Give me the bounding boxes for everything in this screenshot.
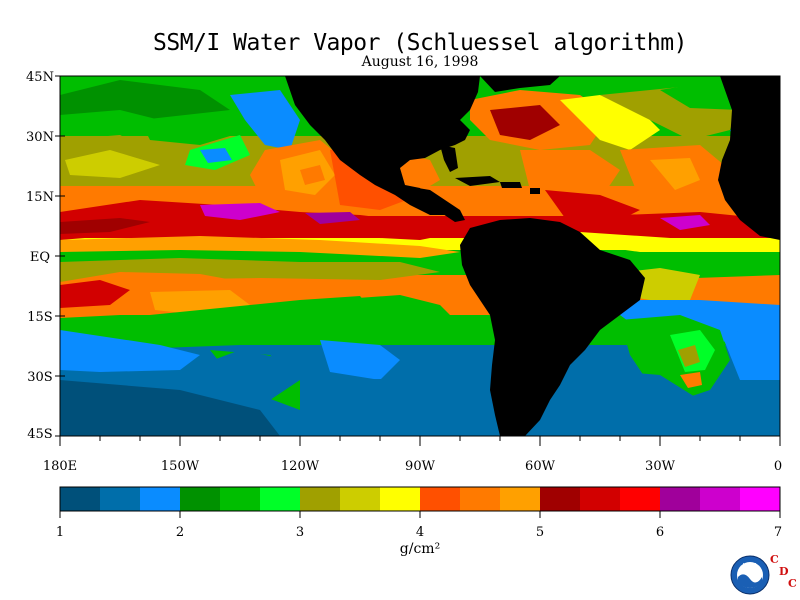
colorbar-swatch bbox=[460, 487, 501, 511]
lon-labels: 180E 150W 120W 90W 60W 30W 0 bbox=[43, 459, 782, 474]
colorbar-swatch bbox=[100, 487, 141, 511]
colorbar-swatch bbox=[580, 487, 621, 511]
lat-label: 15N bbox=[26, 190, 54, 205]
colorbar-label: 2 bbox=[176, 525, 184, 540]
colorbar-swatch bbox=[180, 487, 221, 511]
lon-label: 0 bbox=[774, 459, 782, 474]
cdc-letter: D bbox=[779, 565, 789, 578]
cdc-logo: C D C bbox=[770, 553, 800, 598]
map-date: August 16, 1998 bbox=[361, 54, 479, 70]
lat-label: EQ bbox=[30, 250, 50, 265]
colorbar-swatch bbox=[620, 487, 661, 511]
colorbar-swatch bbox=[420, 487, 461, 511]
colorbar-swatch bbox=[700, 487, 741, 511]
map-title: SSM/I Water Vapor (Schluessel algorithm) bbox=[153, 30, 687, 56]
lon-label: 150W bbox=[161, 459, 200, 474]
colorbar-label: 6 bbox=[656, 525, 664, 540]
lon-label: 90W bbox=[405, 459, 436, 474]
colorbar-label: 5 bbox=[536, 525, 544, 540]
colorbar-swatch bbox=[380, 487, 421, 511]
colorbar-swatch bbox=[260, 487, 301, 511]
lat-label: 45N bbox=[26, 70, 54, 85]
noaa-logo-text: NOAA bbox=[743, 563, 758, 569]
colorbar-unit-label: g/cm² bbox=[399, 541, 441, 557]
colorbar-swatch bbox=[340, 487, 381, 511]
lat-label: 15S bbox=[27, 310, 52, 325]
lat-labels: 45N 30N 15N EQ 15S 30S 45S bbox=[26, 70, 54, 442]
colorbar-label: 7 bbox=[774, 525, 782, 540]
colorbar bbox=[60, 487, 781, 511]
map-field bbox=[60, 76, 780, 436]
lon-label: 60W bbox=[525, 459, 556, 474]
colorbar-label: 3 bbox=[296, 525, 304, 540]
lat-label: 45S bbox=[27, 427, 52, 442]
lon-label: 180E bbox=[43, 459, 77, 474]
colorbar-swatch bbox=[540, 487, 581, 511]
lat-label: 30N bbox=[26, 130, 54, 145]
cdc-letter: C bbox=[770, 553, 779, 566]
colorbar-swatch bbox=[500, 487, 541, 511]
colorbar-swatch bbox=[300, 487, 341, 511]
colorbar-label: 4 bbox=[416, 525, 424, 540]
lon-label: 120W bbox=[281, 459, 320, 474]
lon-label: 30W bbox=[645, 459, 676, 474]
colorbar-swatch bbox=[740, 487, 781, 511]
colorbar-swatch bbox=[60, 487, 101, 511]
colorbar-swatch bbox=[220, 487, 261, 511]
noaa-logo: NOAA bbox=[730, 555, 770, 595]
lon-ticks bbox=[59, 436, 781, 446]
colorbar-label: 1 bbox=[56, 525, 64, 540]
lat-label: 30S bbox=[27, 370, 52, 385]
colorbar-swatch bbox=[140, 487, 181, 511]
colorbar-labels: 1 2 3 4 5 6 7 bbox=[56, 525, 782, 540]
cdc-letter: C bbox=[788, 577, 797, 590]
colorbar-ticks bbox=[59, 511, 781, 518]
colorbar-swatch bbox=[660, 487, 701, 511]
